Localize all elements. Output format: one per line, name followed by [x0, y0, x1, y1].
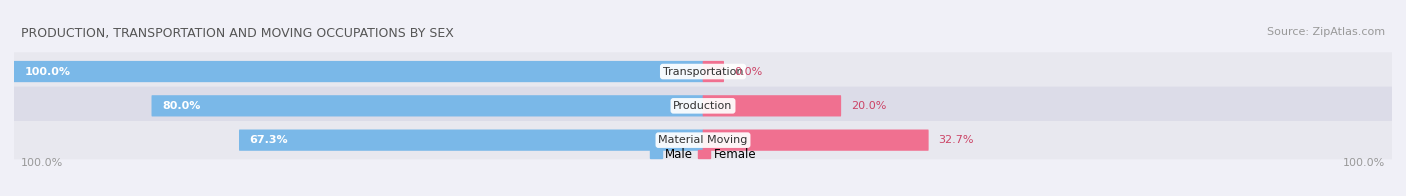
FancyBboxPatch shape [703, 61, 724, 82]
FancyBboxPatch shape [152, 95, 703, 116]
Text: PRODUCTION, TRANSPORTATION AND MOVING OCCUPATIONS BY SEX: PRODUCTION, TRANSPORTATION AND MOVING OC… [21, 27, 454, 40]
FancyBboxPatch shape [14, 61, 703, 82]
FancyBboxPatch shape [14, 52, 1392, 91]
FancyBboxPatch shape [14, 121, 1392, 159]
FancyBboxPatch shape [14, 87, 1392, 125]
Text: Material Moving: Material Moving [658, 135, 748, 145]
Text: 0.0%: 0.0% [734, 66, 762, 77]
Text: 100.0%: 100.0% [21, 158, 63, 168]
FancyBboxPatch shape [703, 130, 928, 151]
Text: 100.0%: 100.0% [1343, 158, 1385, 168]
Text: Transportation: Transportation [662, 66, 744, 77]
Text: Source: ZipAtlas.com: Source: ZipAtlas.com [1267, 27, 1385, 37]
Text: 32.7%: 32.7% [939, 135, 974, 145]
Text: 67.3%: 67.3% [250, 135, 288, 145]
Legend: Male, Female: Male, Female [645, 143, 761, 166]
FancyBboxPatch shape [239, 130, 703, 151]
Text: Production: Production [673, 101, 733, 111]
Text: 80.0%: 80.0% [162, 101, 201, 111]
Text: 20.0%: 20.0% [851, 101, 887, 111]
FancyBboxPatch shape [703, 95, 841, 116]
Text: 100.0%: 100.0% [24, 66, 70, 77]
